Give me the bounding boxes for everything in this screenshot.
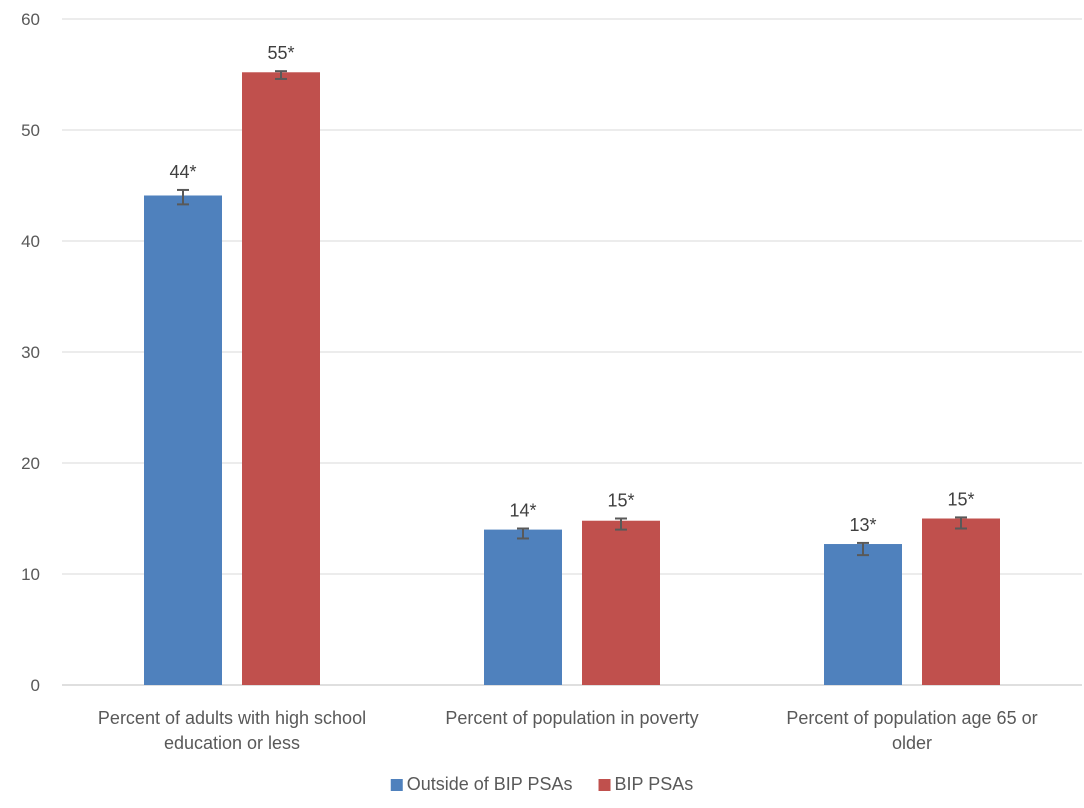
error-bars [177,70,967,557]
x-tick-label: Percent of adults with high school [98,708,366,728]
legend-swatch [390,779,403,791]
data-label: 15* [947,489,974,509]
data-labels: 44* 14* 13* 55* 15* 15* [169,43,974,535]
y-tick-label: 0 [31,676,40,695]
x-tick-label: Percent of population age 65 or [786,708,1037,728]
x-tick-label: older [892,733,932,753]
y-tick-label: 10 [21,565,40,584]
bar [144,195,222,686]
data-label: 13* [849,515,876,535]
y-tick-label: 50 [21,121,40,140]
x-tick-label: education or less [164,733,300,753]
y-tick-label: 40 [21,232,40,251]
bars [144,72,1000,686]
bar [484,529,562,685]
x-axis: Percent of adults with high school educat… [98,708,1038,753]
y-tick-label: 20 [21,454,40,473]
legend: Outside of BIP PSAs BIP PSAs [390,774,694,794]
data-label: 15* [607,491,634,511]
bar [582,520,660,685]
y-tick-label: 30 [21,343,40,362]
legend-label: Outside of BIP PSAs [407,774,573,794]
y-tick-label: 60 [21,10,40,29]
y-axis: 0 10 20 30 40 50 60 [21,10,40,695]
legend-swatch [598,779,611,791]
gridlines [62,18,1082,686]
bar [824,544,902,685]
bar [922,518,1000,685]
data-label: 44* [169,162,196,182]
bar [242,72,320,685]
x-tick-label: Percent of population in poverty [445,708,698,728]
data-label: 14* [509,500,536,520]
legend-label: BIP PSAs [615,774,694,794]
data-label: 55* [267,43,294,63]
